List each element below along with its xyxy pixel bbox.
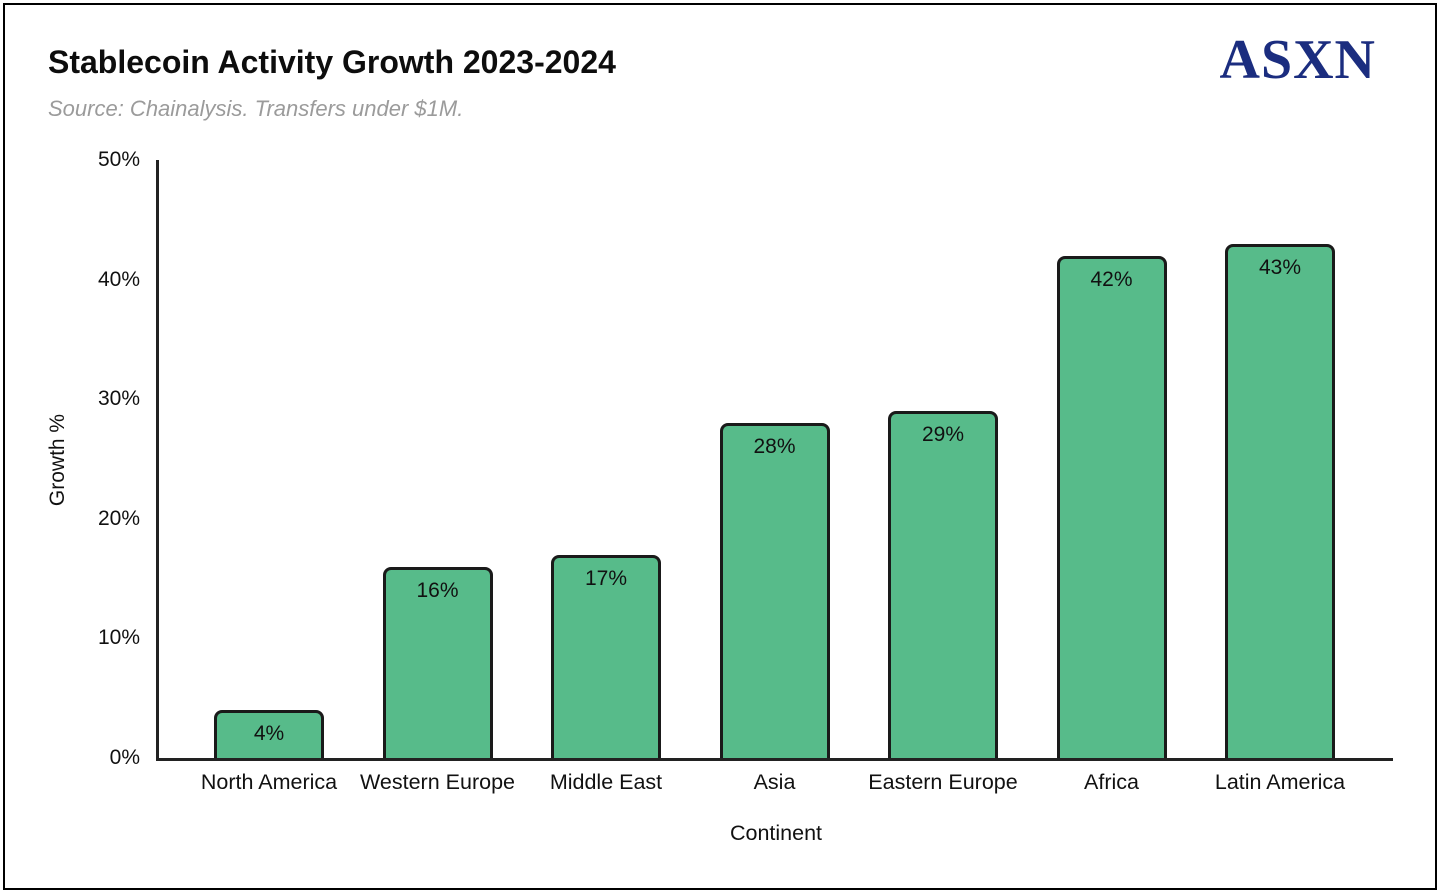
y-tick-label: 40%: [97, 267, 140, 291]
y-tick-label: 0%: [109, 746, 140, 769]
bar-latin-america: 43%: [1225, 243, 1335, 758]
y-tick-label: 30%: [97, 387, 140, 411]
bar-value-label: 29%: [921, 423, 965, 447]
bar-value-label: 17%: [584, 566, 628, 590]
bar-value-label: 4%: [253, 722, 285, 746]
y-axis-title: Growth %: [46, 413, 69, 507]
x-axis-title: Continent: [729, 821, 823, 845]
x-tick-label: Asia: [753, 770, 796, 794]
bar-north-america: 4%: [214, 710, 324, 758]
x-tick-label: Latin America: [1214, 770, 1346, 794]
asxn-logo: ASXN: [1219, 29, 1376, 91]
x-axis-line: [156, 758, 1393, 761]
bar-asia: 28%: [719, 423, 830, 758]
bar-middle-east: 17%: [551, 554, 661, 758]
y-tick-label: 50%: [97, 148, 140, 171]
bar-eastern-europe: 29%: [888, 411, 998, 758]
x-tick-label: Africa: [1084, 770, 1139, 794]
x-tick-label: Eastern Europe: [868, 770, 1018, 794]
bar-value-label: 42%: [1090, 267, 1133, 291]
chart-source-subtitle: Source: Chainalysis. Transfers under $1M…: [48, 96, 464, 121]
y-tick-label: 10%: [97, 626, 140, 650]
x-tick-label: Middle East: [549, 770, 663, 794]
bar-value-label: 28%: [753, 435, 796, 459]
bar-value-label: 16%: [416, 578, 459, 602]
x-tick-label: North America: [200, 770, 338, 794]
bar-value-label: 43%: [1258, 255, 1302, 279]
chart-title: Stablecoin Activity Growth 2023-2024: [48, 44, 616, 80]
bar-western-europe: 16%: [382, 566, 493, 758]
y-axis-line: [156, 160, 159, 761]
bar-africa: 42%: [1056, 255, 1167, 758]
x-tick-label: Western Europe: [360, 770, 515, 794]
bar-chart-plot-area: 0% 10% 20% 30% 40% 50% 4% North America 16% Weste…: [98, 148, 1393, 794]
y-tick-label: 20%: [97, 506, 140, 530]
